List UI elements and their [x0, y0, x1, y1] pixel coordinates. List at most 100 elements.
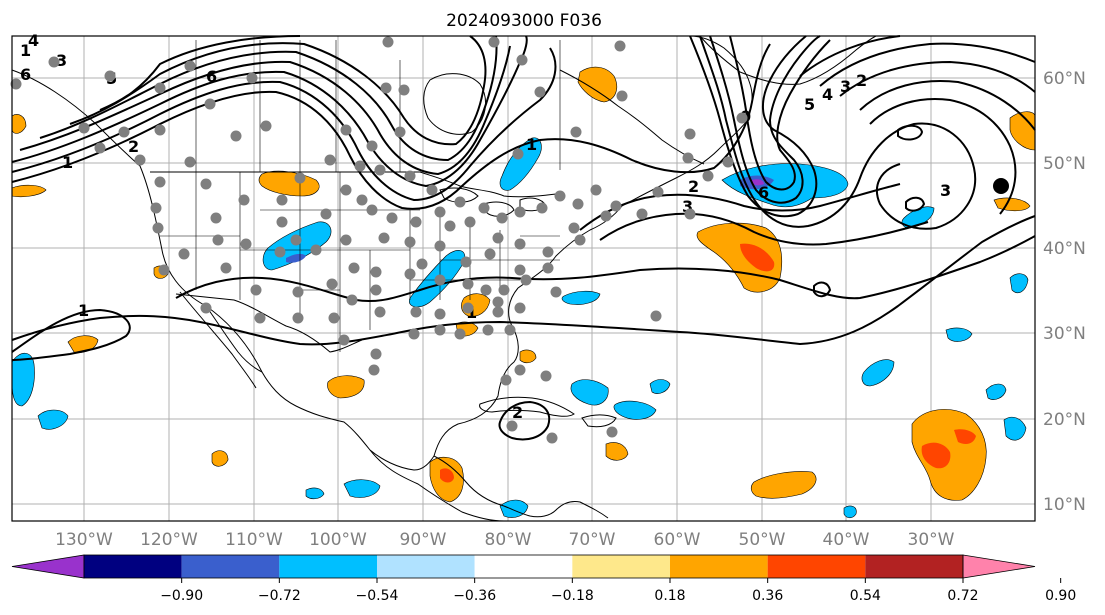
- station-dot: [378, 232, 390, 244]
- station-dot: [374, 164, 386, 176]
- station-dot: [462, 302, 474, 314]
- contour-label: 5: [804, 95, 815, 114]
- station-dot: [408, 328, 420, 340]
- positive-anomaly-patch: [11, 184, 47, 198]
- longitude-label: 60°W: [654, 530, 701, 550]
- positive-anomaly-patch: [440, 468, 454, 483]
- contour-line: [699, 35, 977, 230]
- station-dot: [462, 278, 474, 290]
- station-dot: [546, 432, 558, 444]
- station-dot: [542, 246, 554, 258]
- map-frame: [11, 35, 1036, 522]
- station-dot: [294, 172, 306, 184]
- station-dot: [512, 148, 524, 160]
- station-dot: [10, 78, 22, 90]
- hispaniola-outline: [581, 414, 617, 428]
- station-dot: [354, 160, 366, 172]
- station-dot: [722, 156, 734, 168]
- station-dot: [292, 312, 304, 324]
- station-dot: [416, 258, 428, 270]
- colorbar-extend-max: [962, 554, 1036, 579]
- station-dot: [404, 170, 416, 182]
- contour-label: 1: [20, 41, 31, 60]
- colorbar-swatch: [670, 555, 768, 578]
- station-dot: [150, 202, 162, 214]
- canada-provinces: [195, 40, 561, 172]
- north-america-coastline: [11, 35, 753, 471]
- latitude-label: 60°N: [1043, 69, 1086, 89]
- station-dot: [616, 90, 628, 102]
- contour-label: 2: [512, 403, 523, 422]
- colorbar-extend-min: [11, 554, 85, 579]
- contour-line: [709, 35, 821, 204]
- colorbar-tick-label: −0.72: [258, 588, 301, 604]
- positive-anomaly-patch: [740, 243, 775, 272]
- negative-anomaly-patch: [721, 163, 849, 208]
- contour-label: 3: [840, 77, 851, 96]
- station-dot: [338, 334, 350, 346]
- station-dot: [600, 210, 612, 222]
- station-dot: [370, 284, 382, 296]
- station-dot: [134, 154, 146, 166]
- cuba-outline: [479, 396, 575, 417]
- station-dot: [410, 216, 422, 228]
- station-dot: [240, 238, 252, 250]
- colorbar-frame: [83, 554, 964, 579]
- contour-line: [19, 45, 511, 176]
- station-dot: [516, 54, 528, 66]
- station-dot: [542, 262, 554, 274]
- station-dot: [514, 302, 526, 314]
- negative-anomaly-patch: [1009, 273, 1029, 293]
- negative-anomaly-patch: [305, 487, 325, 500]
- station-dot: [434, 324, 446, 336]
- colorbar-tick-label: 0.72: [947, 588, 978, 604]
- station-dot: [184, 60, 196, 72]
- colorbar: −0.90 −0.72 −0.54 −0.36 −0.18 0.18 0.36 0.54 0.7…: [11, 554, 1076, 604]
- map-title: 2024093000 F036: [446, 11, 602, 31]
- contour-label: 3: [940, 181, 951, 200]
- negative-anomaly-patch: [613, 400, 657, 420]
- station-dot: [346, 294, 358, 306]
- station-dot: [444, 220, 456, 232]
- positive-anomaly-patch: [993, 197, 1031, 212]
- station-dot: [500, 374, 512, 386]
- station-dot: [154, 124, 166, 136]
- contour-line: [897, 124, 924, 141]
- station-dot: [540, 370, 552, 382]
- station-dot: [460, 256, 472, 268]
- station-dot: [292, 286, 304, 298]
- station-dot: [94, 142, 106, 154]
- station-dot: [426, 184, 438, 196]
- negative-anomaly-patch: [945, 327, 973, 342]
- labrador-coast: [559, 69, 705, 165]
- contour-line: [175, 235, 1036, 303]
- contour-line: [859, 80, 1036, 131]
- station-dot: [230, 130, 242, 142]
- station-dot: [550, 286, 562, 298]
- longitude-label: 130°W: [55, 530, 113, 550]
- station-dot: [514, 264, 526, 276]
- colorbar-swatch: [181, 555, 280, 578]
- us-canada-border: [150, 171, 557, 198]
- positive-anomaly-patch: [519, 349, 537, 364]
- negative-anomaly-patch: [37, 409, 69, 430]
- station-dot: [380, 82, 392, 94]
- positive-anomaly-patch: [954, 429, 976, 444]
- station-dot: [204, 98, 216, 110]
- negative-anomaly-patch: [985, 383, 1007, 400]
- station-dot: [394, 126, 406, 138]
- station-dot: [260, 120, 272, 132]
- colorbar-swatch: [279, 555, 377, 578]
- longitude-label: 120°W: [140, 530, 198, 550]
- station-dot: [340, 234, 352, 246]
- station-dot: [434, 206, 446, 218]
- contour-line: [599, 212, 929, 246]
- station-dot: [328, 312, 340, 324]
- station-dot: [326, 278, 338, 290]
- station-dot: [514, 364, 526, 376]
- station-dot: [478, 202, 490, 214]
- station-dot: [410, 306, 422, 318]
- colorbar-tick-label: −0.18: [551, 588, 594, 604]
- positive-anomaly-patch: [211, 450, 229, 467]
